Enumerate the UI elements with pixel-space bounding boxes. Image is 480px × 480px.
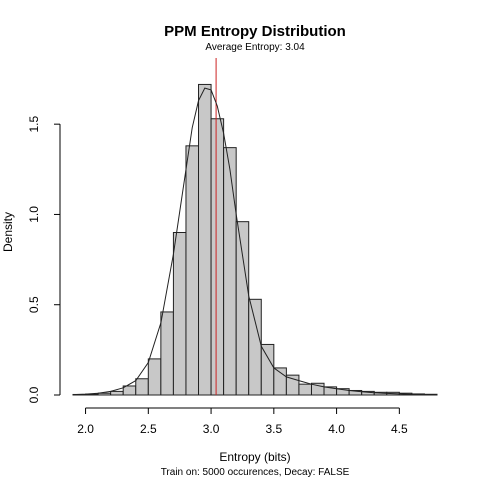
x-axis-label: Entropy (bits) (219, 450, 290, 464)
x-axis: 2.0 2.5 3.0 3.5 4.0 4.5 (77, 407, 408, 436)
histogram-bar-6 (147, 358, 162, 396)
chart-subtitle: Average Entropy: 3.04 (205, 42, 305, 53)
histogram-bar-11 (210, 118, 225, 396)
histogram-bar-2 (97, 392, 112, 396)
y-tick-label: 1.5 (27, 116, 41, 133)
density-curve (72, 87, 438, 396)
y-axis: 0.0 0.5 1.0 1.5 (27, 116, 61, 403)
x-tick-label: 3.5 (265, 422, 282, 436)
y-tick-label: 0.0 (27, 386, 41, 403)
x-tick-label: 3.0 (203, 422, 220, 436)
x-tick-label: 2.5 (140, 422, 157, 436)
histogram-bar-5 (135, 378, 149, 396)
histogram-bar-13 (235, 221, 250, 396)
histogram-bar-4 (122, 385, 137, 396)
x-tick-label: 4.0 (328, 422, 345, 436)
histogram-bar-12 (223, 147, 237, 396)
y-tick-label: 1.0 (27, 206, 41, 223)
histogram-bar-9 (185, 145, 200, 396)
chart-title: PPM Entropy Distribution (164, 23, 346, 40)
histogram-bar-7 (160, 311, 174, 396)
histogram-bar-8 (172, 232, 187, 396)
y-tick-label: 0.5 (27, 296, 41, 313)
histogram-bar-15 (260, 343, 275, 396)
histogram-bar-3 (110, 390, 124, 396)
histogram-bars (72, 83, 438, 396)
histogram-bar-10 (198, 83, 212, 396)
histogram-bar-17 (285, 374, 300, 396)
histogram-bar-18 (298, 383, 312, 396)
y-axis-label: Density (1, 212, 15, 252)
x-tick-label: 2.0 (77, 422, 94, 436)
histogram-bar-14 (248, 298, 262, 396)
chart-caption: Train on: 5000 occurences, Decay: FALSE (161, 467, 350, 478)
x-tick-label: 4.5 (391, 422, 408, 436)
